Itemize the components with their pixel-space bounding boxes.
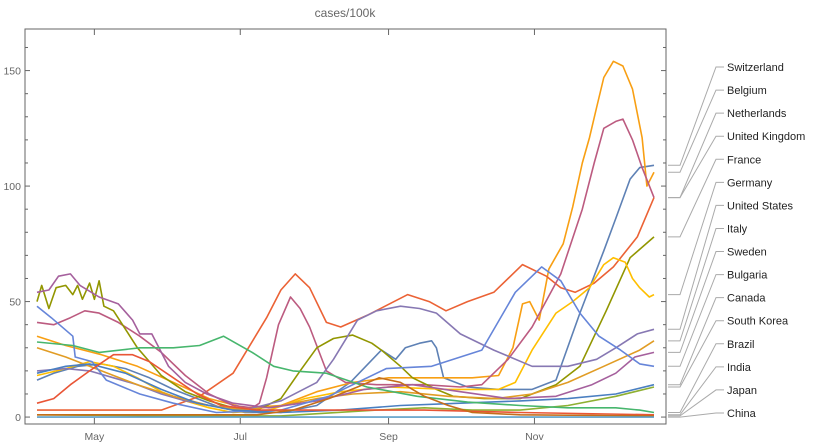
legend-label: United States (727, 200, 794, 212)
legend: Switzerland Belgium Netherlands United King… (668, 62, 805, 420)
legend-label: France (727, 154, 761, 166)
legend-connector (668, 320, 724, 388)
legend-connector (668, 251, 724, 353)
legend-connector (668, 297, 724, 386)
y-tick-label: 0 (15, 412, 21, 424)
legend-label: Bulgaria (727, 270, 768, 282)
series-line-japan (37, 377, 655, 417)
legend-connector (668, 389, 724, 417)
legend-label: South Korea (727, 316, 789, 328)
series-line-united-kingdom (36, 118, 655, 409)
chart-title: cases/100k (315, 6, 377, 20)
series-layer (36, 60, 655, 418)
plot-frame (24, 28, 667, 425)
legend-connector (668, 227, 724, 342)
x-tick-label: Nov (525, 431, 544, 443)
legend-connector (668, 204, 724, 330)
legend-label: India (727, 362, 752, 374)
legend-connector (668, 343, 724, 413)
legend-label: Germany (727, 177, 773, 189)
x-tick-label: May (84, 431, 105, 443)
legend-connector (668, 412, 724, 418)
legend-label: Japan (727, 385, 757, 397)
legend-connector (668, 366, 724, 416)
legend-label: Brazil (727, 339, 755, 351)
series-line-italy (36, 340, 655, 411)
series-line-switzerland (36, 164, 655, 414)
series-line-india (36, 353, 655, 416)
series-line-sweden (36, 273, 655, 409)
y-tick-label: 50 (9, 297, 21, 309)
legend-connector (668, 274, 724, 367)
series-line-belgium (36, 60, 655, 409)
series-line-bulgaria (36, 266, 655, 414)
legend-label: Switzerland (727, 62, 784, 74)
legend-label: Netherlands (727, 108, 787, 120)
x-tick-label: Sep (379, 431, 398, 443)
legend-label: China (727, 408, 757, 420)
legend-connector (668, 66, 724, 166)
y-tick-label: 150 (3, 66, 21, 78)
series-line-brazil (36, 335, 655, 414)
legend-label: Canada (727, 293, 766, 305)
legend-label: Italy (727, 223, 748, 235)
legend-connector (668, 158, 724, 238)
legend-connector (668, 135, 724, 199)
legend-label: Belgium (727, 85, 767, 97)
legend-label: United Kingdom (727, 131, 805, 143)
series-line-south-korea (36, 386, 655, 417)
axis-layer: 0 50 100 150 May Jul Sep Nov (3, 29, 666, 443)
y-tick-label: 100 (3, 181, 21, 193)
legend-connector (668, 89, 724, 173)
legend-label: Sweden (727, 247, 767, 259)
legend-connector (668, 181, 724, 296)
series-line-canada (36, 363, 655, 414)
series-line-netherlands (37, 197, 655, 411)
x-tick-label: Jul (234, 431, 247, 443)
